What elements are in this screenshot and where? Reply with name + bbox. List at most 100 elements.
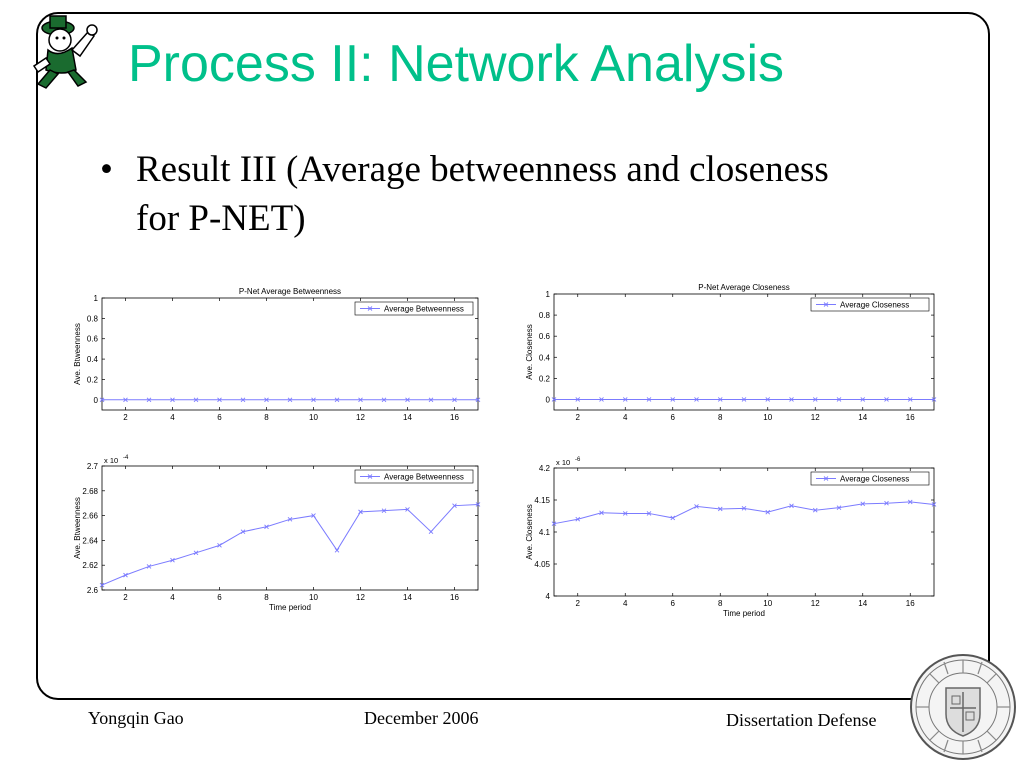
y-tick-label: 1 — [94, 294, 99, 303]
legend-box — [810, 471, 930, 486]
data-point — [670, 397, 676, 402]
y-tick-label: 4.2 — [539, 464, 551, 473]
data-point — [907, 397, 913, 402]
legend-marker — [823, 302, 829, 307]
y-tick-label: 4.1 — [539, 528, 551, 537]
chart-title: P-Net Average Betweenness — [239, 287, 341, 296]
data-point — [146, 397, 152, 403]
bullet-text: Result III (Average betweenness and clos… — [136, 149, 829, 239]
university-seal-icon — [910, 654, 1016, 760]
data-point — [646, 397, 652, 402]
data-point — [475, 397, 481, 403]
data-point — [381, 397, 387, 403]
data-point — [452, 397, 457, 403]
data-point — [765, 509, 771, 515]
y-axis-label: Ave. Closeness — [525, 324, 534, 379]
y-tick-label: 4.15 — [534, 496, 550, 505]
data-point — [575, 397, 581, 402]
data-point — [907, 499, 913, 505]
y-tick-label: 4.05 — [534, 560, 550, 569]
legend-label: Average Betweenness — [384, 305, 464, 314]
data-point — [789, 397, 794, 402]
legend-label: Average Closeness — [840, 475, 909, 484]
x-tick-label: 6 — [217, 413, 222, 422]
x-tick-label: 8 — [264, 413, 269, 422]
x-tick-label: 8 — [718, 599, 723, 608]
x-tick-label: 10 — [763, 599, 772, 608]
data-point — [381, 508, 387, 513]
x-tick-label: 16 — [450, 593, 459, 602]
y-tick-label: 0 — [94, 396, 99, 405]
data-point — [217, 397, 222, 403]
x-axis-label: Time period — [723, 609, 765, 618]
data-point — [836, 505, 842, 510]
data-point — [217, 543, 222, 548]
data-point — [884, 500, 889, 506]
data-point — [264, 397, 269, 403]
data-point — [193, 397, 199, 403]
plot-area — [553, 467, 935, 597]
x-tick-label: 4 — [623, 599, 628, 608]
data-point — [765, 397, 771, 402]
y-tick-label: 1 — [546, 290, 551, 299]
data-point — [146, 564, 152, 569]
data-point — [287, 517, 293, 522]
data-point — [789, 503, 794, 509]
data-point — [123, 397, 128, 403]
data-point — [428, 397, 434, 403]
x-tick-label: 6 — [217, 593, 222, 602]
x-tick-label: 12 — [811, 599, 820, 608]
plot-area — [101, 465, 479, 591]
data-point — [670, 515, 676, 521]
y-exponent-label: x 10 — [556, 458, 570, 467]
data-point — [428, 529, 434, 535]
chart-closeness-detail: 2 4 6 8 10 12 14 16 4 4.05 4.1 4.15 4.2 x 10 -6 Ave. Cl… — [514, 452, 939, 624]
y-tick-label: 0.8 — [539, 311, 551, 320]
footer-date: December 2006 — [364, 708, 479, 728]
y-tick-label: 4 — [546, 592, 551, 601]
data-point — [717, 397, 723, 402]
y-tick-label: 0.4 — [87, 355, 99, 364]
legend-label: Average Closeness — [840, 301, 909, 310]
legend-box — [810, 297, 930, 312]
chart-closeness-overview: P-Net Average Closeness 2 4 6 8 10 12 14 16 0 0.2 0… — [514, 276, 939, 426]
x-tick-label: 6 — [671, 599, 676, 608]
y-tick-label: 2.7 — [87, 462, 99, 471]
legend-box — [354, 469, 474, 484]
x-tick-label: 4 — [623, 413, 628, 422]
data-point — [812, 507, 818, 513]
data-point — [405, 507, 410, 512]
x-tick-label: 14 — [858, 413, 867, 422]
legend-box — [354, 301, 474, 316]
data-point — [170, 397, 175, 403]
x-tick-label: 2 — [123, 413, 128, 422]
y-tick-label: 0.6 — [539, 332, 551, 341]
x-tick-label: 14 — [403, 413, 412, 422]
data-point — [452, 503, 457, 508]
data-point — [551, 521, 557, 526]
data-point — [741, 506, 747, 511]
chart-title: P-Net Average Closeness — [698, 283, 789, 292]
data-point — [694, 504, 699, 509]
data-point — [264, 524, 269, 530]
y-tick-label: 0.6 — [87, 335, 99, 344]
data-point — [717, 506, 723, 512]
data-point — [311, 513, 316, 518]
chart-betweenness-overview: P-Net Average Betweenness 2 4 6 8 10 12 14 16 0 0.… — [70, 280, 490, 425]
footer-author: Yongqin Gao — [88, 708, 184, 728]
chart-betweenness-detail: 2 4 6 8 10 12 14 16 2.6 2.62 2.64 2.66 2.68 2.7 x 10 -4… — [70, 452, 490, 624]
y-exponent-power: -6 — [575, 457, 581, 463]
footer-event: Dissertation Defense — [726, 710, 877, 730]
x-tick-label: 4 — [170, 413, 175, 422]
chart-betweenness-overview-svg: P-Net Average Betweenness 2 4 6 8 10 12 14 16 0 0.… — [73, 287, 481, 422]
data-point — [551, 397, 557, 402]
data-point — [622, 397, 628, 402]
bullet-marker: • — [100, 149, 113, 190]
x-tick-label: 10 — [309, 413, 318, 422]
y-exponent-power: -4 — [123, 455, 129, 461]
x-tick-label: 16 — [906, 599, 915, 608]
x-tick-label: 6 — [671, 413, 676, 422]
x-tick-label: 14 — [858, 599, 867, 608]
x-tick-label: 2 — [576, 413, 581, 422]
legend-label: Average Betweenness — [384, 473, 464, 482]
